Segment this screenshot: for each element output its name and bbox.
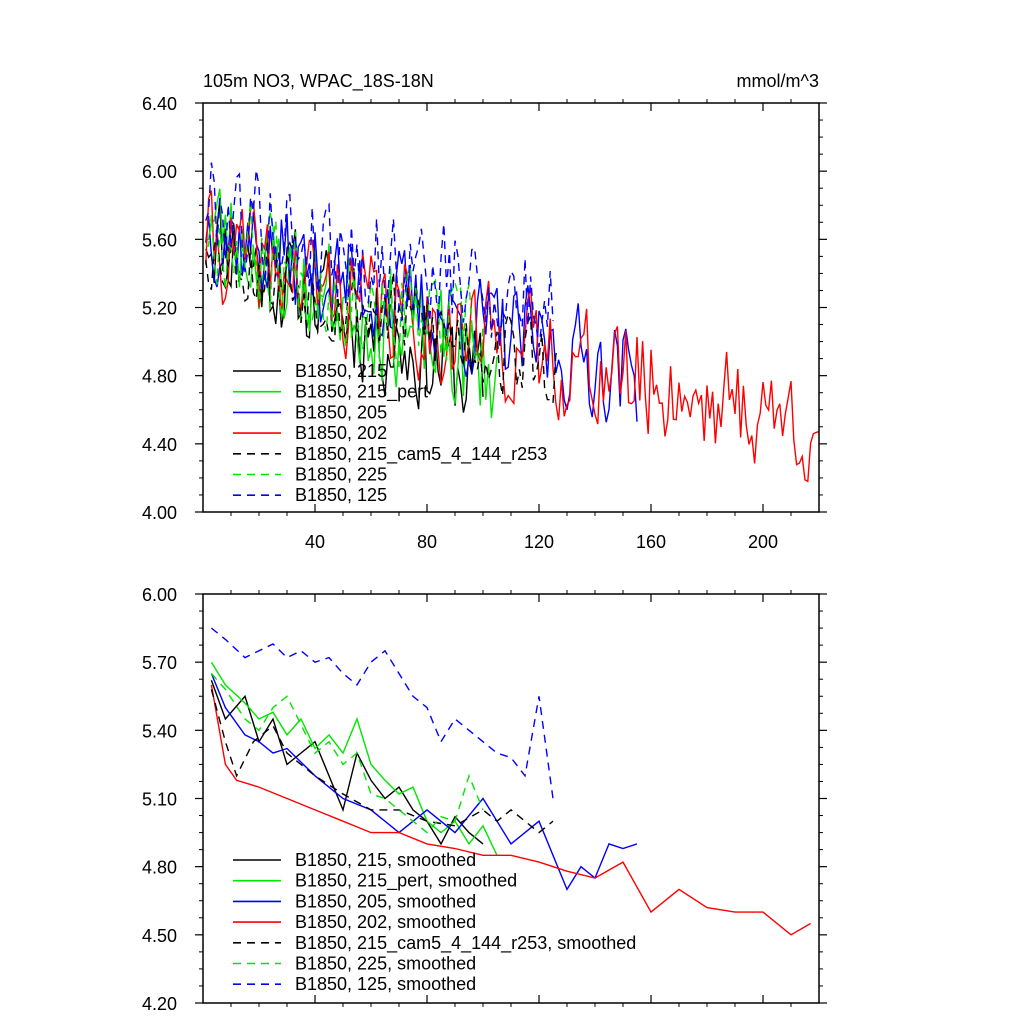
series-line-2 <box>205 188 498 419</box>
legend-label: B1850, 215_cam5_4_144_r253, smoothed <box>295 933 636 954</box>
x-tick-label: 160 <box>636 532 666 552</box>
legend-label: B1850, 215_pert <box>295 382 428 403</box>
y-tick-label: 5.70 <box>142 653 177 673</box>
legend-label: B1850, 215_pert, smoothed <box>295 871 517 892</box>
panel-top-title: 105m NO3, WPAC_18S-18N <box>203 71 434 92</box>
y-tick-label: 6.40 <box>142 94 177 114</box>
x-tick-label: 80 <box>417 532 437 552</box>
legend-label: B1850, 215_cam5_4_144_r253 <box>295 444 547 465</box>
x-tick-label: 200 <box>748 532 778 552</box>
series-line-7 <box>205 162 554 348</box>
y-tick-label: 6.00 <box>142 162 177 182</box>
legend-label: B1850, 225, smoothed <box>295 954 476 974</box>
legend-label: B1850, 125 <box>295 485 387 505</box>
panel-top-series-lines <box>205 162 820 483</box>
series-line-6 <box>210 673 484 834</box>
y-tick-label: 5.20 <box>142 299 177 319</box>
y-tick-label: 4.80 <box>142 858 177 878</box>
series-line-1 <box>210 680 484 846</box>
series-line-6 <box>205 199 484 368</box>
series-line-4 <box>205 190 820 483</box>
legend-label: B1850, 225 <box>295 465 387 485</box>
series-line-4 <box>210 684 811 936</box>
x-tick-label: 120 <box>524 532 554 552</box>
legend-label: B1850, 202, smoothed <box>295 912 476 932</box>
y-tick-label: 5.10 <box>142 790 177 810</box>
series-line-5 <box>210 689 554 834</box>
panel-top-ticks: 40 80 120 160 200 4.00 4.40 4.80 5.20 5.60 6.00 6.4… <box>142 94 827 552</box>
y-tick-label: 4.00 <box>142 503 177 523</box>
legend-label: B1850, 205, smoothed <box>295 891 476 911</box>
series-line-3 <box>210 673 638 891</box>
y-tick-label: 5.60 <box>142 230 177 250</box>
legend-label: B1850, 202 <box>295 423 387 443</box>
panel-bottom-series-lines <box>210 627 811 936</box>
panel-bottom-ticks: 4.20 4.50 4.80 5.10 5.40 5.70 6.00 <box>142 585 827 1014</box>
y-tick-label: 4.80 <box>142 367 177 387</box>
y-tick-label: 4.20 <box>142 994 177 1014</box>
series-line-7 <box>210 627 554 799</box>
series-line-5 <box>205 224 560 406</box>
legend-label: B1850, 215, smoothed <box>295 850 476 870</box>
x-tick-label: 40 <box>305 532 325 552</box>
y-tick-label: 4.50 <box>142 926 177 946</box>
legend-label: B1850, 215 <box>295 361 387 381</box>
legend-label: B1850, 125, smoothed <box>295 974 476 994</box>
panel-top-units: mmol/m^3 <box>737 71 819 91</box>
y-tick-label: 5.40 <box>142 721 177 741</box>
legend-label: B1850, 205 <box>295 402 387 422</box>
y-tick-label: 4.40 <box>142 435 177 455</box>
y-tick-label: 6.00 <box>142 585 177 605</box>
